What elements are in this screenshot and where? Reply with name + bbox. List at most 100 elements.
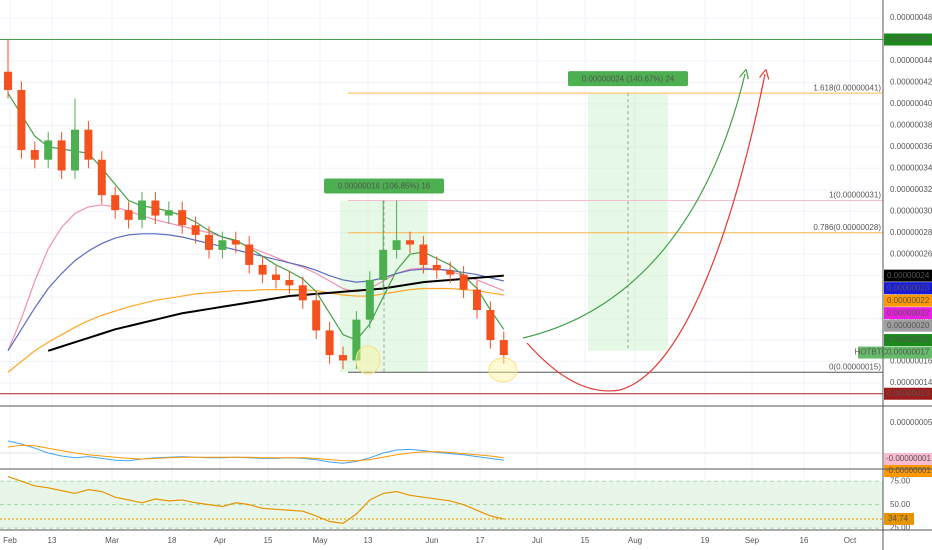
x-tick-label: 18 — [168, 536, 177, 545]
price-tag — [884, 387, 932, 400]
rsi-tick-label: 50.00 — [890, 500, 911, 509]
moving-average — [7, 287, 504, 373]
candle-body — [419, 244, 428, 265]
fib-label: 1(0.00000031) — [829, 191, 881, 200]
price-tag — [884, 319, 932, 332]
y-tick-label: 0.00000014 — [890, 378, 932, 387]
x-tick-label: Jun — [426, 536, 439, 545]
candle-body — [138, 200, 146, 220]
price-tag-label: 0.00000023 — [887, 283, 930, 292]
price-tag-label: 0.00000013 — [887, 389, 930, 398]
x-tick-label: Oct — [844, 536, 857, 545]
price-tag-label: 0.00000018 — [887, 335, 930, 344]
x-tick-label: Mar — [105, 536, 119, 545]
projection-up — [522, 74, 745, 339]
macd-tick-label: 0.00000005 — [890, 418, 932, 427]
rsi-tag-label: 34.74 — [888, 514, 909, 523]
macd-tag — [884, 465, 932, 477]
measure-label: 0.00000016 (106.85%) 16 — [338, 182, 431, 191]
macd-line — [7, 440, 504, 464]
price-tag-label: 0.00000046 — [887, 35, 930, 44]
candle-body — [446, 270, 455, 275]
y-tick-label: 0.00000026 — [890, 249, 932, 258]
price-tag-label: 0.00000020 — [887, 321, 930, 330]
candle-body — [432, 264, 441, 271]
symbol-label: HOTBTC — [855, 348, 888, 357]
candle-body — [71, 129, 79, 171]
price-tag — [884, 269, 932, 282]
x-tick-label: 13 — [364, 536, 373, 545]
candle-body — [218, 240, 227, 250]
x-tick-label: Aug — [628, 536, 642, 545]
measure-label: 0.00000024 (140.67%) 24 — [582, 74, 675, 83]
y-tick-label: 0.00000038 — [890, 120, 932, 129]
x-tick-label: May — [312, 536, 327, 545]
x-tick-label: 19 — [701, 536, 710, 545]
price-tag — [884, 33, 932, 46]
candle-body — [312, 300, 321, 331]
x-tick-label: Sep — [745, 536, 760, 545]
price-tag — [884, 346, 932, 359]
candle-body — [258, 264, 267, 275]
candle-body — [17, 89, 26, 151]
y-tick-label: 0.00000036 — [890, 142, 932, 151]
candle-body — [97, 159, 106, 196]
candle-body — [499, 340, 508, 356]
candle-body — [406, 240, 414, 245]
macd-tag-label: -0.00000001 — [886, 454, 931, 463]
rsi-tick-label: 25.00 — [890, 523, 911, 532]
candle-body — [205, 234, 213, 250]
fib-label: 0.786(0.00000028) — [813, 223, 881, 232]
macd-tag — [884, 453, 932, 465]
x-tick-label: 16 — [800, 536, 809, 545]
candle-body — [191, 225, 200, 235]
candle-body — [44, 140, 53, 160]
y-tick-label: 0.00000030 — [890, 206, 932, 215]
candle-body — [486, 310, 495, 341]
candle-body — [379, 249, 388, 280]
x-tick-label: 15 — [581, 536, 590, 545]
candle-body — [245, 244, 254, 265]
x-tick-label: Apr — [214, 536, 227, 545]
x-tick-label: Feb — [3, 536, 17, 545]
price-tag — [884, 282, 932, 295]
candle-body — [57, 140, 66, 171]
symbol-tag — [858, 346, 884, 359]
price-tag-label: 0.00000022 — [887, 296, 930, 305]
price-tag — [884, 307, 932, 320]
macd-tag-label: -0.00000001 — [886, 466, 931, 475]
candle-body — [298, 285, 307, 301]
price-tag-label: 0.00000024 — [887, 271, 930, 280]
projection-dip — [526, 74, 765, 392]
y-tick-label: 0.00000044 — [890, 56, 932, 65]
rsi-tag — [884, 512, 914, 525]
moving-average — [7, 233, 504, 352]
candle-body — [4, 71, 12, 90]
price-tag-label: 0.00000017 — [887, 348, 930, 357]
y-tick-label: 0.00000028 — [890, 228, 932, 237]
candle-body — [473, 289, 481, 311]
candle-body — [352, 319, 361, 361]
fib-label: 0(0.00000015) — [829, 362, 881, 371]
rsi-line — [7, 475, 504, 525]
x-tick-label: 15 — [264, 536, 273, 545]
candle-body — [111, 195, 120, 211]
x-tick-label: 13 — [48, 536, 57, 545]
candle-body — [459, 274, 468, 290]
y-tick-label: 0.00000032 — [890, 185, 932, 194]
price-tag — [884, 294, 932, 307]
y-tick-label: 0.00000040 — [890, 99, 932, 108]
candle-body — [151, 200, 160, 216]
candle-body — [272, 274, 280, 280]
candle-body — [30, 150, 39, 160]
macd-line — [7, 444, 504, 462]
candle-body — [178, 210, 187, 226]
price-tag — [884, 334, 932, 347]
highlight — [488, 357, 518, 383]
y-tick-label: 0.00000048 — [890, 13, 932, 22]
candle-body — [231, 240, 240, 245]
candle-body — [285, 279, 294, 286]
x-tick-label: Jul — [532, 536, 542, 545]
y-tick-label: 0.00000042 — [890, 78, 932, 87]
